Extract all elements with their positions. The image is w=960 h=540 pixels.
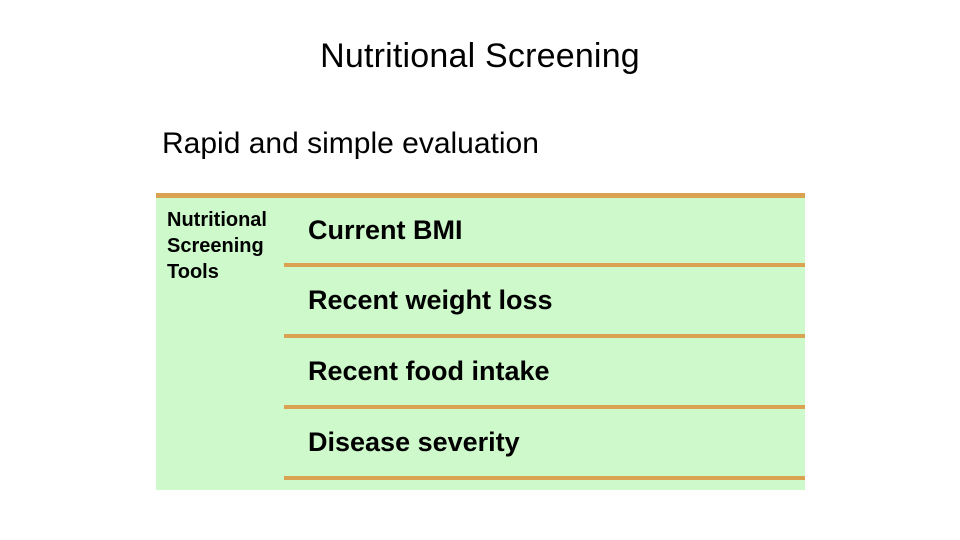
table-rows: Current BMI Recent weight loss Recent fo… bbox=[284, 198, 805, 490]
table-row-disease-severity: Disease severity bbox=[284, 409, 805, 480]
table-row-recent-weight-loss: Recent weight loss bbox=[284, 267, 805, 338]
table-row-current-bmi: Current BMI bbox=[284, 198, 805, 267]
screening-tools-table: Nutritional Screening Tools Current BMI … bbox=[156, 193, 805, 490]
table-row-recent-food-intake: Recent food intake bbox=[284, 338, 805, 409]
slide-title: Nutritional Screening bbox=[320, 37, 640, 75]
slide-subtitle: Rapid and simple evaluation bbox=[162, 127, 539, 160]
table-header-cell: Nutritional Screening Tools bbox=[167, 209, 267, 283]
